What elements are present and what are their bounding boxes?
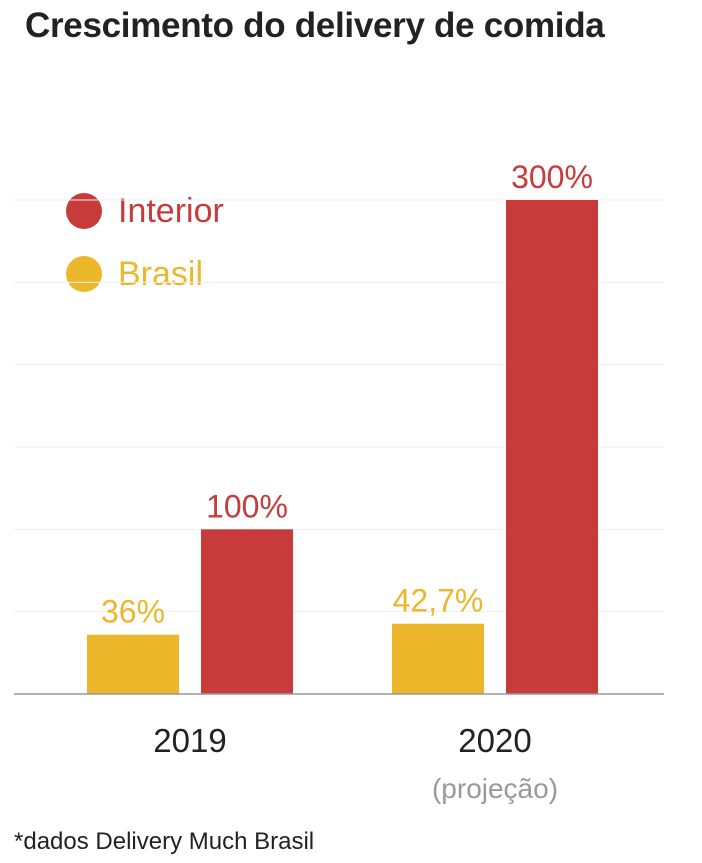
footnote: *dados Delivery Much Brasil <box>14 828 315 855</box>
data-label-brasil-2019: 36% <box>101 594 165 630</box>
x-tick-label-2019: 2019 <box>153 722 226 759</box>
legend-item-interior: Interior <box>66 191 224 230</box>
legend-item-brasil: Brasil <box>66 254 204 293</box>
bar-interior-2019 <box>201 529 293 694</box>
x-tick-sublabel-2020: (projeção) <box>432 773 558 804</box>
bar-interior-2020 <box>506 200 598 694</box>
bar-brasil-2020 <box>392 623 484 694</box>
bar-brasil-2019 <box>87 634 179 694</box>
legend-label-brasil: Brasil <box>118 254 204 293</box>
data-label-brasil-2020: 42,7% <box>393 583 484 619</box>
chart-title: Crescimento do delivery de comida <box>25 6 605 45</box>
legend-dot-brasil <box>66 256 102 292</box>
legend-label-interior: Interior <box>118 191 224 230</box>
legend-dot-interior <box>66 193 102 229</box>
data-label-interior-2020: 300% <box>511 159 593 195</box>
data-label-interior-2019: 100% <box>206 488 288 524</box>
x-tick-label-2020: 2020 <box>458 722 531 759</box>
